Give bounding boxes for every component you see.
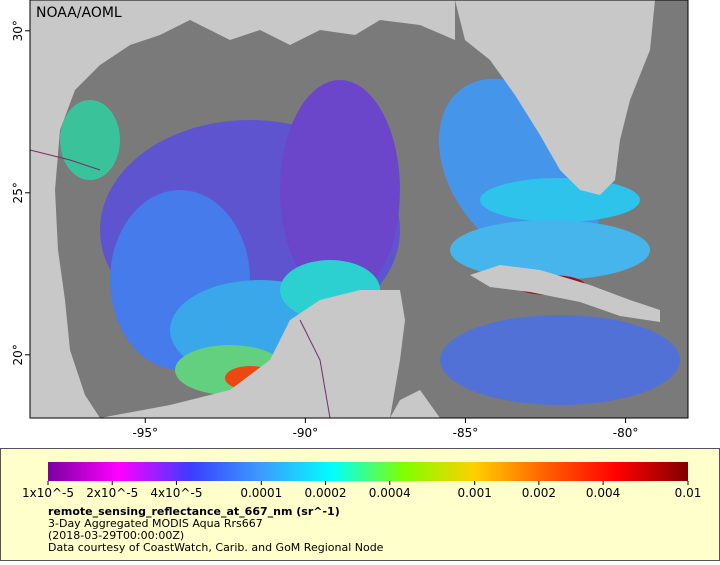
lat-tick-label: 30° (11, 20, 25, 41)
map: NOAA/AOML (30, 0, 688, 418)
lon-tick-label: -90° (293, 426, 319, 440)
colorbar-tick-label: 1x10^-5 (22, 486, 74, 500)
colorbar-tick-label: 0.004 (586, 486, 620, 500)
colorbar-tick-label: 0.002 (522, 486, 556, 500)
colorbar-ticks: 1x10^-5 2x10^-5 4x10^-5 0.0001 0.0002 0.0004 0… (22, 481, 701, 500)
land-north (30, 0, 455, 418)
colorbar-tick-label: 0.0001 (240, 486, 282, 500)
caption-time: (2018-03-29T00:00:00Z) (48, 529, 184, 542)
axes: -95° -90° -85° -80° 30° 25° 20° (11, 20, 638, 440)
land-central-america (390, 390, 440, 418)
colorbar-tick-label: 4x10^-5 (150, 486, 202, 500)
colorbar-tick-label: 0.0002 (305, 486, 347, 500)
lon-tick-label: -80° (613, 426, 639, 440)
colorbar-tick-label: 0.0004 (369, 486, 411, 500)
credit-box (30, 0, 140, 26)
land-yucatan (100, 290, 405, 418)
land-florida (455, 0, 655, 195)
caption-variable: remote_sensing_reflectance_at_667_nm (sr… (48, 505, 340, 518)
lat-tick-label: 25° (11, 182, 25, 203)
colorbar-tick-label: 0.01 (675, 486, 702, 500)
caption-credit: Data courtesy of CoastWatch, Carib. and … (48, 541, 384, 554)
lat-tick-label: 20° (11, 344, 25, 365)
colorbar-tick-label: 2x10^-5 (86, 486, 138, 500)
land-cuba (470, 265, 660, 322)
map-frame (29, 0, 689, 419)
colorbar (48, 462, 688, 481)
border (30, 149, 101, 171)
lon-tick-label: -85° (453, 426, 479, 440)
colorbar-tick-label: 0.001 (457, 486, 491, 500)
border (299, 319, 331, 418)
map-credit: NOAA/AOML (36, 5, 122, 21)
lon-tick-label: -95° (132, 426, 158, 440)
caption-product: 3-Day Aggregated MODIS Aqua Rrs667 (48, 517, 263, 530)
